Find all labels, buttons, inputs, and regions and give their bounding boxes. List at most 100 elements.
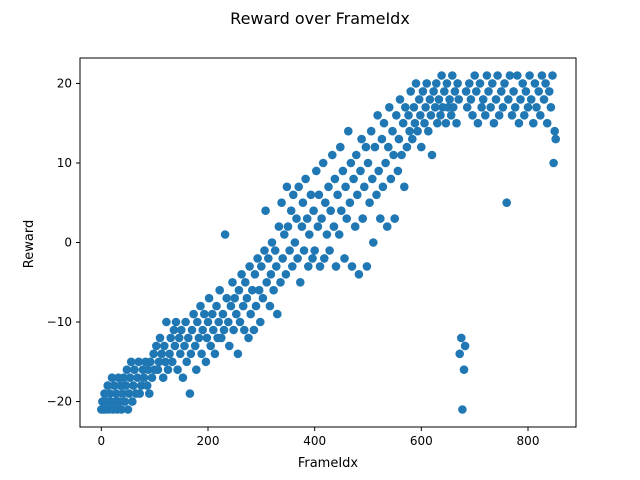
scatter-point	[157, 349, 166, 359]
scatter-point	[314, 190, 324, 200]
x-axis-ticks: 0 200 400 600 800	[98, 427, 539, 448]
scatter-point	[389, 150, 398, 160]
scatter-point	[180, 341, 189, 351]
scatter-point	[534, 87, 543, 96]
scatter-point	[468, 111, 477, 120]
scatter-point	[260, 246, 269, 255]
scatter-point	[460, 341, 470, 351]
scatter-point	[352, 150, 361, 160]
scatter-point	[261, 206, 270, 215]
scatter-point	[406, 87, 416, 96]
scatter-point	[386, 174, 396, 184]
scatter-point	[152, 341, 161, 351]
scatter-point	[486, 103, 496, 112]
scatter-point	[539, 95, 549, 104]
scatter-point	[288, 262, 297, 271]
scatter-point	[368, 174, 377, 184]
scatter-point	[401, 103, 410, 112]
scatter-point	[107, 373, 117, 383]
scatter-point	[182, 357, 191, 367]
scatter-point	[445, 95, 454, 104]
scatter-point	[437, 71, 446, 80]
scatter-point	[336, 142, 345, 152]
scatter-point	[537, 71, 547, 80]
scatter-point	[465, 79, 474, 88]
scatter-point	[123, 405, 133, 414]
scatter-point	[208, 309, 217, 319]
scatter-point	[429, 87, 438, 96]
scatter-point	[280, 230, 289, 239]
scatter-point	[168, 357, 177, 367]
scatter-point	[491, 95, 501, 104]
scatter-point	[187, 325, 197, 335]
scatter-point	[529, 118, 538, 128]
scatter-point	[334, 230, 344, 239]
scatter-point	[365, 198, 374, 207]
scatter-point	[153, 365, 163, 375]
scatter-point	[394, 134, 404, 144]
scatter-point	[222, 293, 231, 303]
scatter-point	[170, 341, 180, 351]
scatter-point	[265, 301, 275, 311]
x-tick-label: 400	[303, 434, 326, 448]
scatter-point	[297, 222, 307, 231]
scatter-point	[357, 134, 366, 144]
scatter-point	[393, 166, 403, 176]
scatter-point	[298, 198, 308, 207]
scatter-point	[317, 214, 326, 223]
scatter-point	[129, 381, 138, 390]
scatter-point	[458, 405, 467, 414]
scatter-point	[214, 317, 223, 327]
scatter-point	[162, 317, 171, 327]
scatter-point	[282, 182, 292, 192]
scatter-point	[144, 365, 153, 375]
scatter-point	[233, 349, 243, 359]
scatter-point	[185, 389, 195, 398]
scatter-point	[549, 158, 558, 168]
scatter-point	[281, 270, 291, 279]
scatter-point	[358, 214, 368, 223]
scatter-point	[250, 270, 260, 279]
scatter-point	[196, 301, 205, 311]
scatter-point	[518, 79, 527, 88]
scatter-point	[430, 103, 440, 112]
scatter-point	[482, 71, 492, 80]
scatter-point	[200, 309, 209, 319]
scatter-point	[509, 87, 518, 96]
scatter-point	[274, 222, 284, 231]
scatter-point	[230, 293, 239, 303]
scatter-point	[318, 158, 328, 168]
scatter-point	[301, 174, 310, 184]
scatter-point	[330, 174, 340, 184]
scatter-point	[362, 262, 372, 271]
scatter-point	[117, 405, 126, 414]
scatter-point	[292, 214, 301, 223]
scatter-point	[248, 285, 257, 295]
scatter-point	[226, 301, 236, 311]
scatter-point	[338, 166, 348, 176]
scatter-point	[145, 389, 154, 398]
scatter-point	[320, 254, 329, 263]
scatter-point	[315, 262, 325, 271]
scatter-point	[477, 103, 486, 112]
scatter-point	[125, 373, 135, 383]
scatter-point	[363, 158, 373, 168]
scatter-point	[305, 230, 314, 239]
scatter-point	[366, 126, 376, 136]
scatter-point	[232, 309, 241, 319]
scatter-point	[372, 190, 381, 200]
scatter-point	[324, 182, 333, 192]
scatter-point	[176, 349, 185, 359]
scatter-point	[369, 238, 378, 247]
scatter-point	[478, 95, 488, 104]
scatter-point	[481, 111, 490, 120]
scatter-point	[434, 95, 444, 104]
scatter-point	[342, 214, 352, 223]
scatter-point	[224, 317, 233, 327]
scatter-point	[161, 357, 170, 367]
scatter-point	[290, 238, 300, 247]
scatter-point	[308, 254, 317, 263]
scatter-point	[409, 103, 419, 112]
scatter-point	[184, 333, 193, 343]
